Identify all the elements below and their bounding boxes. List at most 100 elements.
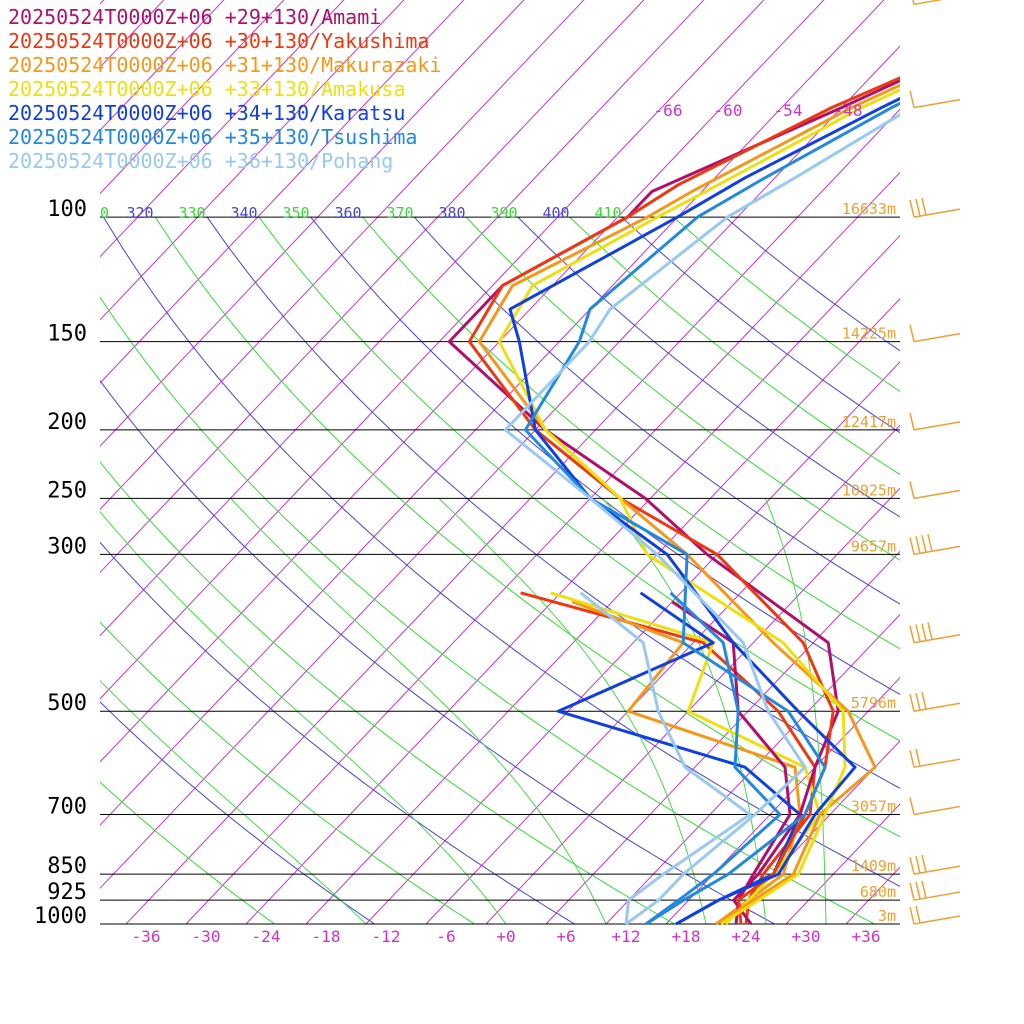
wind-barb-staff — [913, 891, 961, 901]
pressure-tick-label: 925 — [47, 880, 87, 905]
wind-barb-staff — [913, 545, 961, 556]
isotherm-line — [906, 0, 1024, 924]
isotherm-line — [100, 0, 345, 258]
theta-label: 370 — [386, 204, 413, 222]
wind-barb-staff — [913, 865, 961, 875]
wind-barb-staff — [913, 332, 961, 343]
height-label: 12417m — [842, 413, 896, 431]
x-tick-label: +24 — [732, 927, 761, 946]
isotherm-top-label: -60 — [714, 101, 743, 120]
x-tick-label: +6 — [556, 927, 575, 946]
x-tick-label: +30 — [792, 927, 821, 946]
series-line — [503, 112, 900, 925]
dry-adiabat-line — [100, 781, 275, 925]
dry-adiabat-line — [413, 216, 900, 605]
legend-entry: 20250524T0000Z+06 +33+130/Amakusa — [8, 77, 405, 101]
legend: 20250524T0000Z+06 +29+130/Amami20250524T… — [8, 5, 441, 173]
wind-barb-flag — [909, 412, 915, 431]
wind-barb-staff — [913, 208, 961, 218]
series-line — [447, 78, 900, 925]
x-tick-label: +18 — [672, 927, 701, 946]
wind-barb-flag — [927, 622, 933, 640]
wind-barb-flag — [909, 882, 915, 901]
wind-barb-flag — [909, 199, 915, 218]
height-label: 10925m — [842, 481, 896, 499]
x-tick-label: +36 — [852, 927, 881, 946]
isotherm-line — [545, 550, 900, 925]
wind-barb-flag — [909, 625, 915, 643]
wind-barb-flag — [921, 880, 927, 899]
isotherm-line — [100, 0, 225, 132]
legend-entry: 20250524T0000Z+06 +30+130/Yakushima — [8, 29, 429, 53]
theta-label: 410 — [594, 204, 621, 222]
theta-label: 320 — [126, 204, 153, 222]
height-label: 680m — [860, 883, 896, 901]
moist-adiabat-line — [100, 680, 367, 925]
dry-adiabat-line — [206, 216, 900, 789]
moist-adiabat-line — [438, 498, 707, 925]
wind-barb-flag — [921, 854, 927, 873]
wind-barb-flag — [927, 534, 933, 552]
wind-barb-flag — [915, 905, 921, 924]
pressure-tick-label: 100 — [47, 197, 87, 222]
wind-barb-flag — [909, 856, 915, 875]
wind-barb-flag — [921, 691, 927, 710]
theta-label: 400 — [542, 204, 569, 222]
series-line — [467, 76, 900, 925]
wind-barb-flag — [915, 198, 921, 217]
height-label: 3057m — [851, 798, 896, 816]
series-line — [497, 88, 900, 925]
theta-label: 330 — [178, 204, 205, 222]
legend-entry: 20250524T0000Z+06 +34+130/Karatsu — [8, 101, 405, 125]
series-line — [579, 591, 752, 925]
x-tick-label: +0 — [496, 927, 515, 946]
dry-adiabat-line — [672, 216, 900, 393]
height-label: 14225m — [842, 325, 896, 343]
series-line — [671, 600, 792, 925]
wind-barb-flag — [915, 692, 921, 711]
wind-barb-flag — [909, 906, 915, 925]
wind-barb-flag — [915, 748, 921, 767]
isotherm-top-label: -66 — [654, 101, 683, 120]
isotherm-top-label: -54 — [774, 101, 803, 120]
wind-barb-staff — [913, 489, 961, 500]
wind-barb-staff — [913, 0, 944, 6]
dry-adiabat-line — [310, 216, 900, 695]
wind-barb-staff — [913, 633, 961, 644]
wind-barb-staff — [913, 915, 961, 925]
height-label: 16633m — [842, 200, 896, 218]
wind-barb-flag — [909, 481, 915, 499]
isotherm-line — [365, 361, 900, 925]
x-tick-label: -24 — [252, 927, 281, 946]
wind-barb-flag — [915, 855, 921, 874]
height-label: 1409m — [851, 857, 896, 875]
series-line — [523, 101, 900, 925]
pressure-tick-label: 150 — [47, 322, 87, 347]
pressure-tick-label: 200 — [47, 410, 87, 435]
theta-label: 360 — [334, 204, 361, 222]
dry-adiabat-line — [103, 216, 900, 887]
isotherm-line — [966, 0, 1024, 924]
height-label: 5796m — [851, 694, 896, 712]
wind-barb-staff — [913, 805, 961, 816]
wind-barb-staff — [913, 702, 961, 712]
pressure-tick-label: 850 — [47, 854, 87, 879]
height-label: 3m — [878, 907, 896, 925]
pressure-tick-label: 700 — [47, 795, 87, 820]
theta-label: 390 — [490, 204, 517, 222]
wind-barbs — [909, 0, 961, 925]
wind-barb-flag — [909, 537, 915, 555]
legend-entry: 20250524T0000Z+06 +35+130/Tsushima — [8, 125, 417, 149]
isotherm-line — [725, 740, 900, 925]
series-line — [645, 591, 782, 925]
wind-barb-flag — [915, 624, 921, 642]
dry-adiabat-line — [154, 216, 900, 838]
wind-barb-flag — [909, 797, 915, 815]
height-label: 9657m — [851, 537, 896, 555]
theta-label: 0 — [100, 204, 109, 222]
series-line — [508, 96, 900, 925]
pressure-tick-label: 250 — [47, 478, 87, 503]
moist-adiabat-line — [100, 510, 507, 925]
theta-label: 350 — [282, 204, 309, 222]
dry-adiabat-line — [724, 216, 900, 352]
